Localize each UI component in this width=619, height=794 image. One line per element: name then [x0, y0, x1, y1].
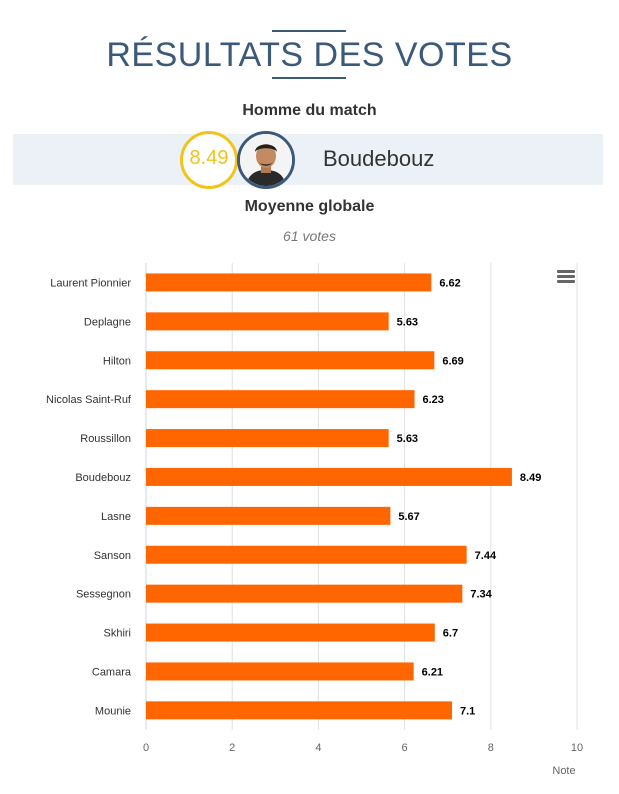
value-label: 6.62: [439, 277, 460, 289]
value-label: 7.34: [470, 589, 492, 601]
bar[interactable]: [146, 506, 391, 525]
x-tick-label: 2: [229, 742, 235, 754]
category-label: Boudebouz: [75, 472, 131, 484]
x-axis-ticks: 0 2 4 6 8 10: [143, 742, 583, 754]
value-label: 6.21: [422, 666, 443, 678]
bar[interactable]: [146, 545, 467, 564]
value-labels: 6.62 5.63 6.69 6.23 5.63 8.49 5.67 7.44 7.34 6.7 6…: [397, 277, 542, 717]
title-rule-top: [272, 30, 346, 32]
man-of-the-match-label: Homme du match: [242, 102, 377, 119]
votes-count: 61 votes: [283, 228, 336, 244]
category-label: Laurent Pionnier: [50, 277, 131, 289]
category-label: Deplagne: [84, 316, 131, 328]
x-tick-label: 0: [143, 742, 149, 754]
category-label: Skhiri: [103, 628, 131, 640]
bar[interactable]: [146, 701, 453, 720]
value-label: 8.49: [520, 472, 541, 484]
bar[interactable]: [146, 273, 432, 292]
bar[interactable]: [146, 390, 415, 409]
menu-line: [557, 275, 575, 278]
category-label: Sessegnon: [76, 589, 131, 601]
bar[interactable]: [146, 467, 512, 486]
category-label: Nicolas Saint-Ruf: [46, 394, 132, 406]
x-tick-label: 6: [402, 742, 408, 754]
value-label: 5.67: [398, 511, 419, 523]
man-of-the-match-band: [13, 134, 603, 185]
bar[interactable]: [146, 584, 463, 603]
grid-lines: [145, 263, 578, 730]
average-label: Moyenne globale: [244, 198, 375, 215]
value-label: 6.69: [442, 355, 463, 367]
menu-line: [557, 280, 575, 283]
title-rule-bottom: [272, 77, 346, 79]
x-tick-label: 4: [315, 742, 321, 754]
page-title: RÉSULTATS DES VOTES: [106, 36, 513, 74]
motm-score: 8.49: [189, 147, 229, 169]
value-label: 7.44: [475, 550, 497, 562]
category-labels: Laurent Pionnier Deplagne Hilton Nicolas Sa…: [46, 277, 132, 717]
bar[interactable]: [146, 312, 389, 331]
avatar-portrait-icon: [240, 134, 292, 186]
category-label: Lasne: [101, 511, 131, 523]
category-label: Camara: [92, 666, 132, 678]
player-avatar: [237, 131, 295, 189]
category-label: Sanson: [94, 550, 131, 562]
bar[interactable]: [146, 662, 414, 681]
bar[interactable]: [146, 351, 435, 370]
x-axis-title: Note: [552, 765, 575, 777]
motm-player-name: Boudebouz: [323, 146, 435, 171]
value-label: 6.23: [423, 394, 444, 406]
bars-group: [146, 273, 512, 720]
menu-line: [557, 270, 575, 273]
bar[interactable]: [146, 623, 435, 642]
value-label: 7.1: [460, 705, 475, 717]
value-label: 5.63: [397, 433, 418, 445]
value-label: 5.63: [397, 316, 418, 328]
value-label: 6.7: [443, 628, 458, 640]
category-label: Mounie: [95, 705, 131, 717]
ratings-bar-chart: Laurent Pionnier Deplagne Hilton Nicolas Sa…: [46, 263, 583, 777]
bar[interactable]: [146, 429, 389, 448]
hamburger-menu-icon[interactable]: [557, 270, 575, 284]
category-label: Hilton: [103, 355, 131, 367]
x-tick-label: 10: [571, 742, 583, 754]
x-tick-label: 8: [488, 742, 494, 754]
motm-score-badge: 8.49: [180, 131, 238, 189]
category-label: Roussillon: [80, 433, 131, 445]
